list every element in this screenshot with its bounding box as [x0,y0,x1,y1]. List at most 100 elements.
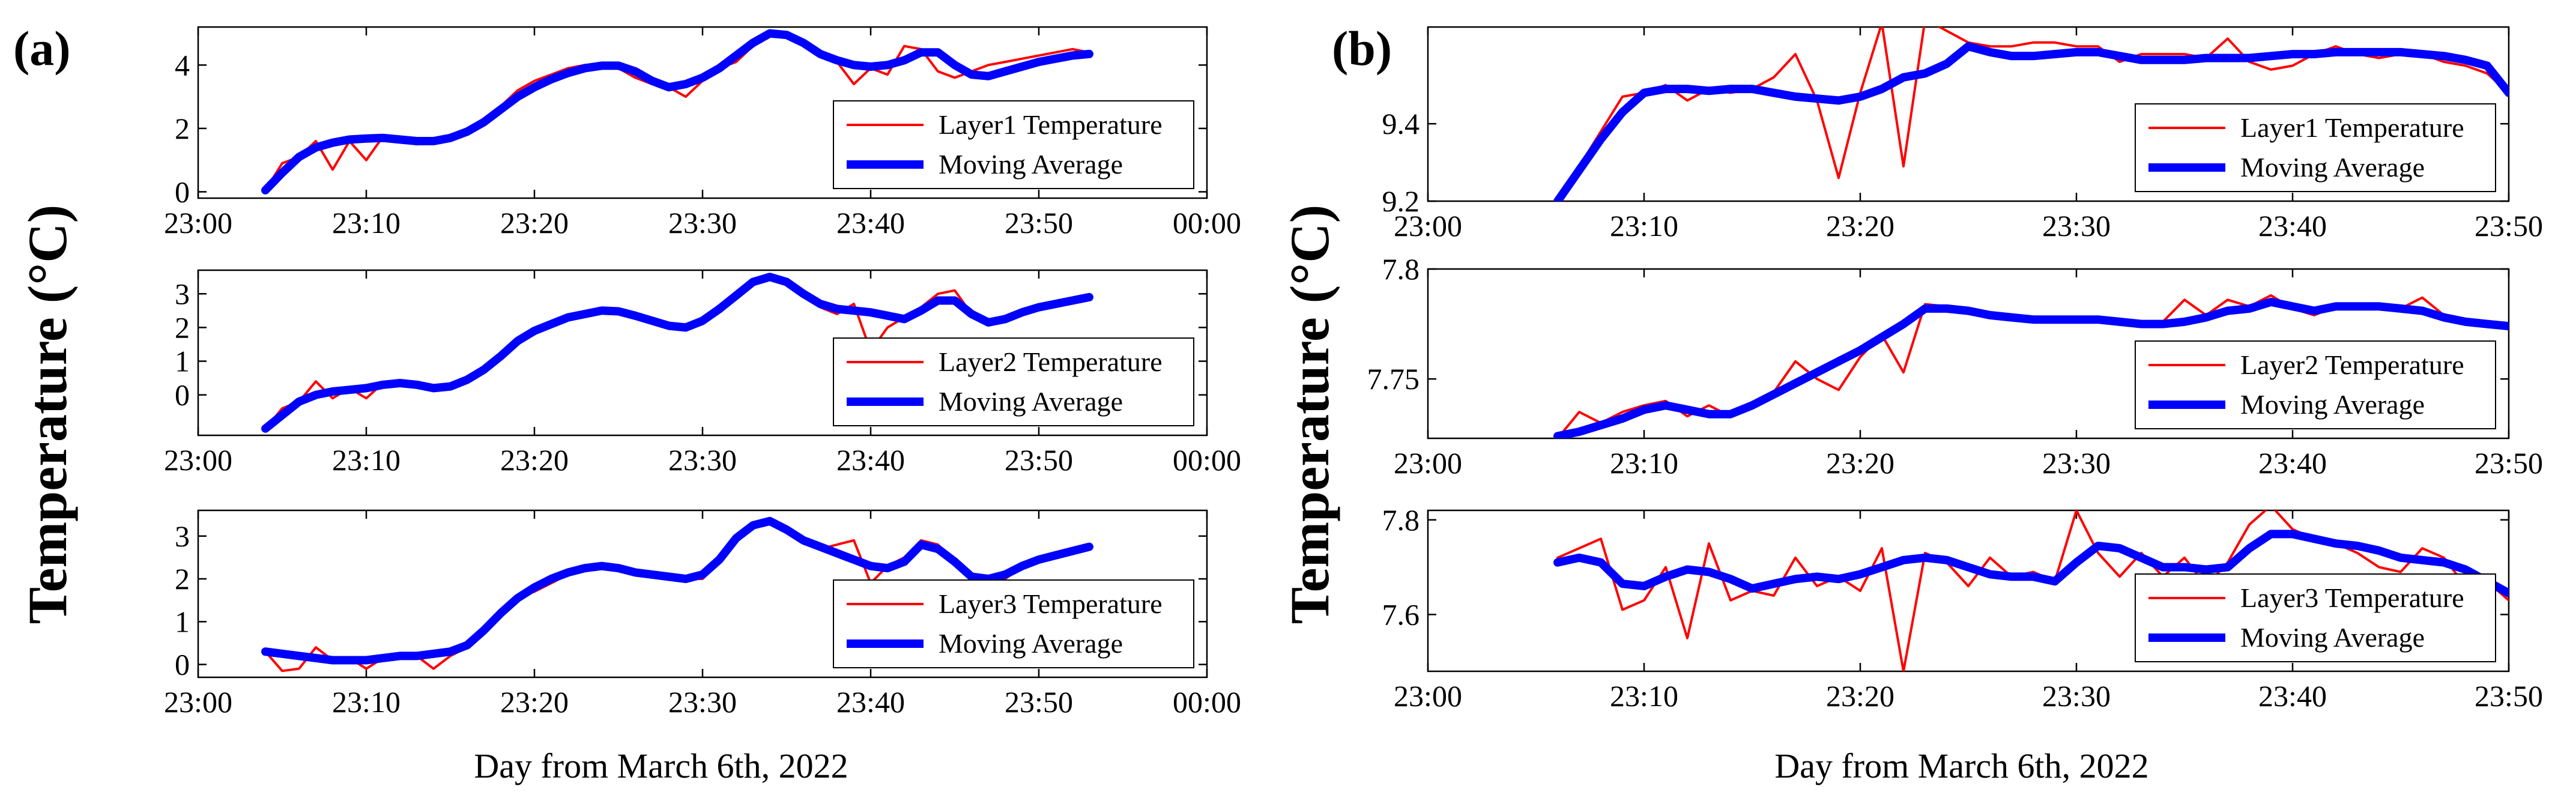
x-tick-label: 23:50 [2475,679,2543,713]
y-tick-label: 2 [175,112,190,145]
y-tick-label: 2 [175,310,190,344]
legend-entry: Moving Average [939,386,1123,417]
series-group [1553,510,2509,671]
series-group [261,29,1093,195]
moving-average-line [261,29,1093,195]
legend-entry: Layer2 Temperature [2240,349,2464,380]
legend: Layer1 Temperature Moving Average [2135,103,2496,192]
x-tick-label: 23:00 [1394,446,1462,480]
x-tick-label: 23:00 [164,443,232,477]
y-axis-label-a: Temperature (°C) [17,205,78,624]
moving-average-line [261,273,1093,433]
series-group [261,516,1093,673]
x-tick-label: 23:40 [2258,209,2327,243]
series-group [261,273,1093,433]
x-tick-label: 23:10 [332,685,401,719]
moving-average-line [261,516,1093,665]
y-tick-label: 3 [175,519,190,553]
x-axis-label-a: Day from March 6th, 2022 [474,746,848,785]
subplot-1: 23:00 23:10 23:20 23:30 23:40 23:50 00:00 0 2 4 La… [164,26,1241,240]
x-tick-label: 23:50 [2475,209,2543,243]
plots: 23:00 23:10 23:20 23:30 23:40 23:50 00:00 0 2 4 La… [164,26,2543,719]
x-tick-label: 23:40 [836,206,905,240]
moving-average-line [1553,530,2509,597]
x-tick-label: 23:00 [164,685,232,719]
x-tick-label: 00:00 [1173,685,1241,719]
legend-box [2135,340,2496,429]
legend-entry: Layer1 Temperature [939,109,1163,140]
legend-box [833,337,1194,426]
y-tick-label: 0 [175,378,190,412]
x-tick-label: 23:20 [1826,679,1894,713]
moving-average-line [1553,42,2509,201]
y-tick-label: 7.75 [1367,362,1420,396]
x-tick-label: 23:20 [1826,209,1894,243]
x-tick-label: 23:20 [500,443,569,477]
x-tick-label: 23:40 [2258,679,2327,713]
x-tick-label: 23:50 [1005,206,1073,240]
x-tick-label: 23:10 [1610,679,1678,713]
legend-box [833,579,1194,668]
panel-label-a: (a) [13,21,71,76]
x-axis-label-b: Day from March 6th, 2022 [1774,746,2148,785]
x-tick-label: 23:10 [1610,209,1678,243]
x-tick-label: 23:00 [164,206,232,240]
panel-label-b: (b) [1332,21,1392,76]
x-tick-label: 23:40 [836,443,905,477]
x-tick-label: 23:00 [1394,679,1462,713]
y-axis-label-b: Temperature (°C) [1279,205,1340,624]
legend-entry: Layer1 Temperature [2240,112,2464,143]
legend: Layer3 Temperature Moving Average [833,579,1194,668]
x-tick-label: 23:10 [332,206,401,240]
legend-box [833,100,1194,189]
x-tick-label: 23:30 [668,443,737,477]
x-tick-label: 23:30 [668,685,737,719]
series-group [1553,294,2509,438]
y-tick-label: 2 [175,562,190,596]
legend: Layer3 Temperature Moving Average [2135,573,2496,662]
legend: Layer2 Temperature Moving Average [2135,340,2496,429]
x-tick-label: 23:40 [836,685,905,719]
legend-entry: Moving Average [2240,152,2425,183]
subplot-4: 23:00 23:10 23:20 23:30 23:40 23:50 9.2 9.4 Laye… [1382,26,2543,243]
legend-entry: Layer3 Temperature [2240,582,2464,613]
y-tick-label: 1 [175,345,190,378]
x-tick-label: 23:50 [1005,685,1073,719]
legend-box [2135,573,2496,662]
y-tick-label: 0 [175,175,190,208]
legend: Layer1 Temperature Moving Average [833,100,1194,189]
layer-temperature-line [1556,510,2509,671]
legend-entry: Moving Average [939,149,1123,180]
y-tick-label: 7.6 [1382,597,1420,631]
subplot-6: 23:00 23:10 23:20 23:30 23:40 23:50 7.6 7.8 Laye… [1382,503,2543,713]
y-tick-label: 4 [175,48,190,82]
legend-entry: Moving Average [2240,389,2425,420]
x-tick-label: 00:00 [1173,443,1241,477]
x-tick-label: 23:20 [500,206,569,240]
x-tick-label: 23:00 [1394,209,1462,243]
y-tick-label: 7.8 [1382,503,1420,537]
y-tick-label: 3 [175,277,190,310]
x-tick-label: 23:40 [2258,446,2327,480]
subplot-3: 23:00 23:10 23:20 23:30 23:40 23:50 00:00 0 1 2 3 L… [164,509,1241,719]
x-tick-label: 23:30 [2042,446,2111,480]
y-tick-label: 0 [175,648,190,682]
x-tick-label: 00:00 [1173,206,1241,240]
legend-box [2135,103,2496,192]
x-tick-label: 23:10 [332,443,401,477]
legend-entry: Moving Average [939,628,1123,659]
y-tick-label: 1 [175,605,190,638]
y-tick-label: 9.2 [1382,184,1420,218]
legend: Layer2 Temperature Moving Average [833,337,1194,426]
y-tick-label: 9.4 [1382,107,1420,141]
y-tick-label: 7.8 [1382,252,1420,286]
x-tick-label: 23:30 [2042,209,2111,243]
x-tick-label: 23:50 [2475,446,2543,480]
x-tick-label: 23:20 [1826,446,1894,480]
series-group [1553,27,2509,201]
x-tick-label: 23:20 [500,685,569,719]
x-tick-label: 23:30 [668,206,737,240]
x-tick-label: 23:50 [1005,443,1073,477]
